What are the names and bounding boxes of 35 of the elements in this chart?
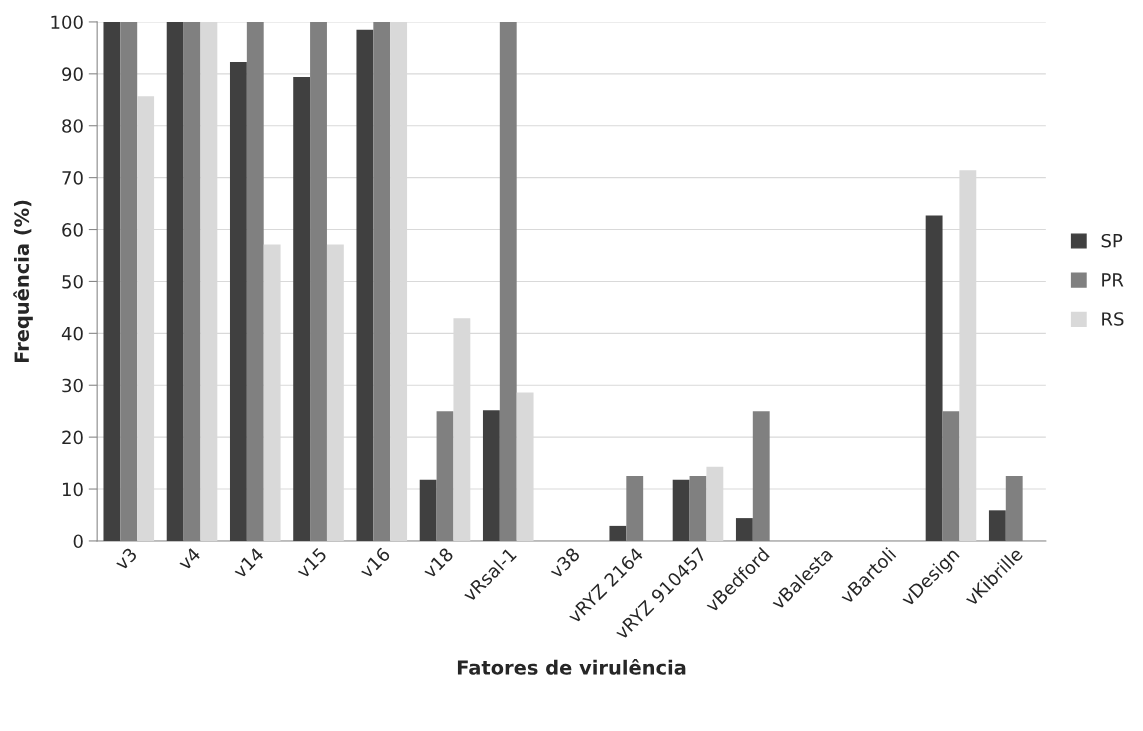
y-tick-label: 50 [62,274,83,289]
y-tick-label: 30 [62,378,83,393]
y-tick-label: 20 [62,430,83,445]
bar [166,21,184,541]
y-tick-label: 90 [62,67,83,81]
y-tick-label: 0 [73,534,83,549]
y-tick-label: 100 [51,15,83,30]
bar [482,410,500,541]
x-tick-label: v18 [421,546,455,580]
bar [293,76,311,541]
x-tick-label: v4 [177,546,202,571]
legend-label: SP [1101,233,1123,248]
bar [229,61,247,541]
legend-label: PR [1102,273,1124,287]
y-tick-label: 80 [62,119,83,133]
bar [672,479,690,541]
bar [735,518,753,541]
bar [609,525,627,541]
y-axis-title: Frequência (%) [13,200,33,363]
bar [988,510,1006,541]
y-tick-label: 10 [62,482,83,497]
x-tick-label: v14 [232,546,265,579]
bar [925,215,943,541]
y-tick-label: 70 [62,171,83,185]
y-tick-label: 40 [61,326,83,341]
x-tick-label: v3 [113,547,138,571]
bar [103,21,121,541]
bar [356,29,374,541]
x-tick-label: v38 [548,546,581,580]
x-axis-title: Fatores de virulência [457,659,686,675]
legend-label: RS [1102,312,1124,326]
bar [419,479,437,541]
y-tick-label: 60 [62,222,83,237]
x-tick-label: v15 [295,547,328,580]
x-tick-label: v16 [358,546,391,580]
